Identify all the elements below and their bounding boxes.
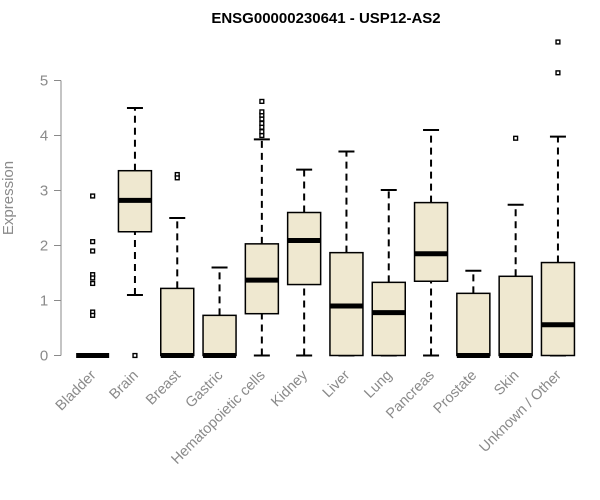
y-axis: 0 1 2 3 4 5 bbox=[40, 73, 62, 365]
y-tick-label: 0 bbox=[40, 348, 48, 365]
boxes-layer bbox=[76, 39, 576, 359]
outlier-point bbox=[90, 312, 96, 318]
x-tick-label: Prostate bbox=[431, 368, 480, 417]
y-tick-label: 2 bbox=[40, 238, 48, 255]
outlier-point bbox=[555, 70, 561, 76]
x-tick-label: Skin bbox=[491, 368, 522, 399]
outlier-point bbox=[90, 280, 96, 287]
x-tick-label: Breast bbox=[143, 368, 184, 409]
iqr-box bbox=[160, 287, 195, 357]
outlier-point bbox=[259, 129, 265, 135]
outlier-point bbox=[513, 135, 519, 141]
box-group bbox=[329, 150, 364, 357]
y-axis-label: Expression bbox=[0, 161, 17, 235]
outlier-point bbox=[90, 275, 96, 281]
x-tick-label: Liver bbox=[320, 367, 354, 401]
iqr-box bbox=[498, 275, 533, 357]
box-group bbox=[202, 266, 237, 358]
chart-title: ENSG00000230641 - USP12-AS2 bbox=[211, 10, 440, 27]
iqr-box bbox=[286, 211, 322, 286]
iqr-box bbox=[540, 261, 576, 357]
box-group bbox=[76, 193, 110, 358]
y-tick-label: 1 bbox=[40, 293, 48, 310]
box-group bbox=[456, 269, 491, 358]
box-group bbox=[540, 39, 576, 357]
outlier-point bbox=[174, 175, 180, 181]
y-tick-label: 5 bbox=[40, 73, 48, 90]
x-tick-label: Kidney bbox=[268, 367, 311, 410]
outlier-point bbox=[259, 109, 265, 115]
x-tick-label: Unknown / Other bbox=[477, 367, 565, 455]
outlier-point bbox=[90, 239, 96, 245]
iqr-box bbox=[202, 314, 237, 357]
x-tick-label: Brain bbox=[107, 368, 142, 403]
y-tick-label: 4 bbox=[40, 128, 48, 145]
x-tick-label: Bladder bbox=[53, 367, 100, 414]
box-group bbox=[498, 135, 533, 358]
outlier-point bbox=[132, 352, 138, 359]
outlier-point bbox=[259, 120, 265, 126]
iqr-box bbox=[371, 281, 406, 357]
outlier-point bbox=[90, 248, 96, 254]
box-group bbox=[117, 107, 153, 359]
iqr-box bbox=[413, 201, 449, 283]
box-group bbox=[286, 168, 322, 357]
y-tick-label: 3 bbox=[40, 183, 48, 200]
box-group bbox=[413, 129, 449, 357]
x-tick-label: Lung bbox=[361, 368, 395, 402]
outlier-point bbox=[555, 39, 561, 45]
outlier-point bbox=[90, 193, 96, 199]
box-group bbox=[371, 188, 406, 357]
box-group bbox=[244, 98, 280, 357]
iqr-box bbox=[456, 292, 491, 357]
outlier-point bbox=[259, 98, 265, 104]
box-group bbox=[160, 171, 195, 358]
